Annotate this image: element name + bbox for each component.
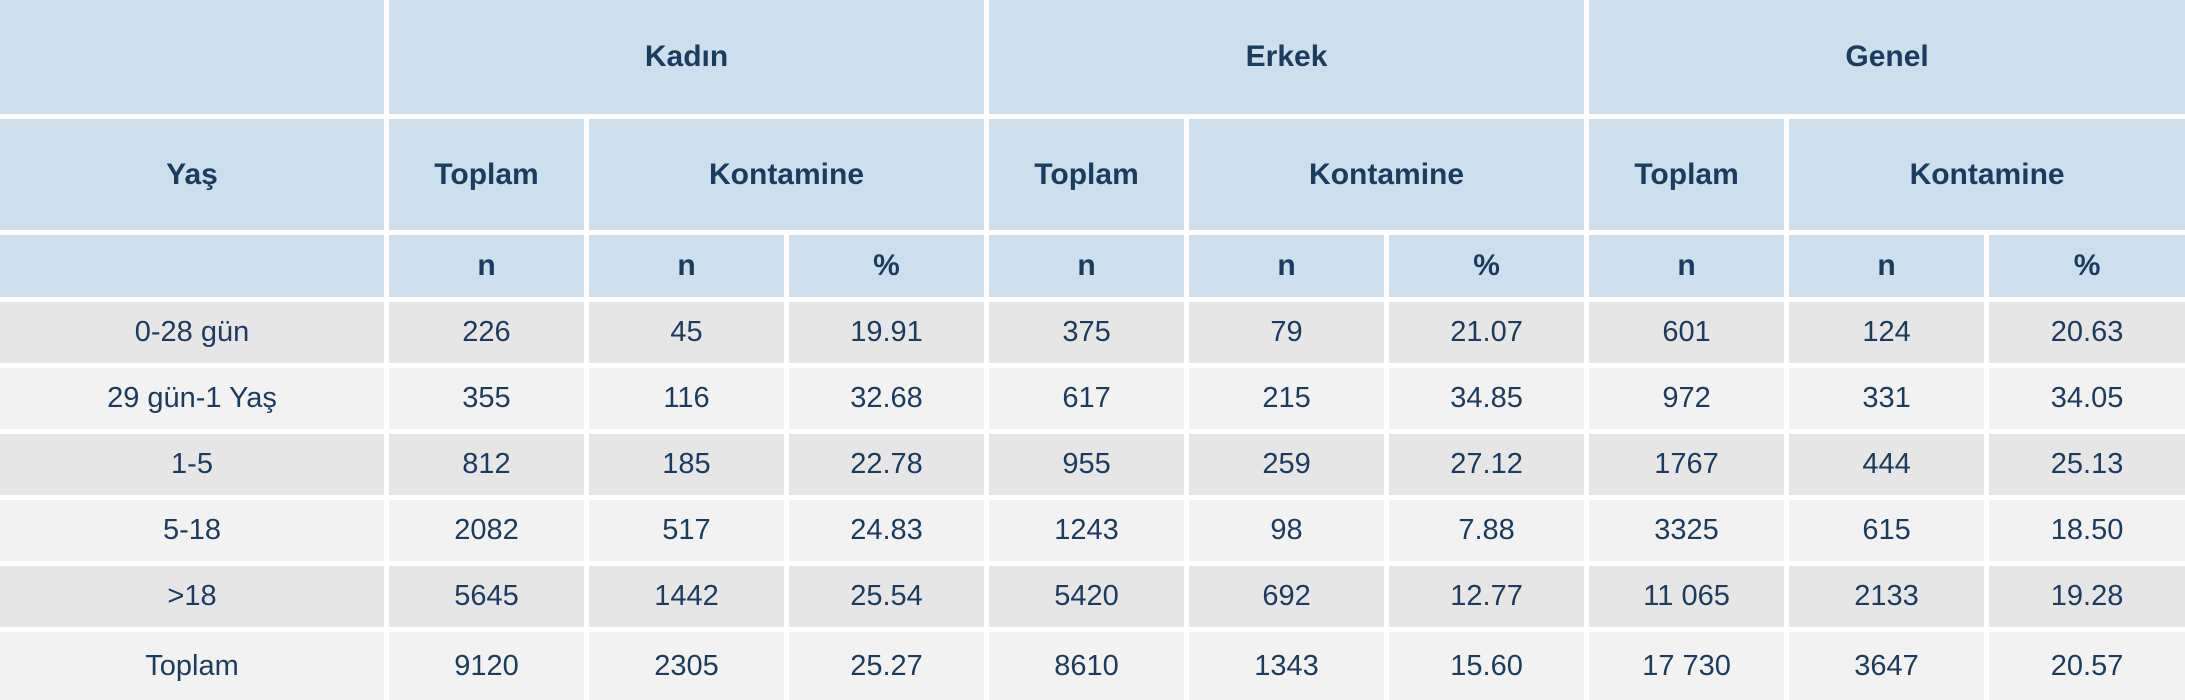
data-cell: 1442 bbox=[584, 561, 784, 627]
column-header-row: Yaş Toplam Kontamine Toplam Kontamine To… bbox=[0, 114, 2185, 230]
age-row-label: 1-5 bbox=[0, 429, 384, 495]
data-cell: 12.77 bbox=[1384, 561, 1585, 627]
age-row-label: Toplam bbox=[0, 627, 384, 700]
table-row-0-28-gun: 0-28 gün 226 45 19.91 375 79 21.07 601 1… bbox=[0, 297, 2185, 363]
unit-header-n-kontamine-kadin: n bbox=[584, 230, 784, 297]
data-cell: 79 bbox=[1184, 297, 1385, 363]
data-cell: 45 bbox=[584, 297, 784, 363]
data-cell: 34.05 bbox=[1984, 363, 2185, 429]
data-cell: 8610 bbox=[984, 627, 1185, 700]
data-cell: 692 bbox=[1184, 561, 1385, 627]
data-cell: 617 bbox=[984, 363, 1185, 429]
table-row-over-18: >18 5645 1442 25.54 5420 692 12.77 11 06… bbox=[0, 561, 2185, 627]
unit-header-pct-kontamine-kadin: % bbox=[784, 230, 985, 297]
col-header-kontamine-genel: Kontamine bbox=[1784, 114, 2185, 230]
col-header-kontamine-kadin: Kontamine bbox=[584, 114, 985, 230]
data-cell: 215 bbox=[1184, 363, 1385, 429]
group-header-genel: Genel bbox=[1584, 0, 2185, 114]
table-row-toplam: Toplam 9120 2305 25.27 8610 1343 15.60 1… bbox=[0, 627, 2185, 700]
data-cell: 812 bbox=[384, 429, 584, 495]
data-cell: 2133 bbox=[1784, 561, 1985, 627]
age-row-label: >18 bbox=[0, 561, 384, 627]
unit-header-pct-kontamine-erkek: % bbox=[1384, 230, 1585, 297]
unit-header-row: n n % n n % n n % bbox=[0, 230, 2185, 297]
data-cell: 601 bbox=[1584, 297, 1785, 363]
unit-corner-empty-cell bbox=[0, 230, 384, 297]
data-cell: 1243 bbox=[984, 495, 1185, 561]
data-cell: 3325 bbox=[1584, 495, 1785, 561]
data-cell: 19.91 bbox=[784, 297, 985, 363]
data-cell: 3647 bbox=[1784, 627, 1985, 700]
data-cell: 20.63 bbox=[1984, 297, 2185, 363]
data-cell: 11 065 bbox=[1584, 561, 1785, 627]
data-cell: 972 bbox=[1584, 363, 1785, 429]
data-cell: 24.83 bbox=[784, 495, 985, 561]
data-cell: 955 bbox=[984, 429, 1185, 495]
data-cell: 5645 bbox=[384, 561, 584, 627]
data-cell: 25.27 bbox=[784, 627, 985, 700]
data-cell: 116 bbox=[584, 363, 784, 429]
data-cell: 375 bbox=[984, 297, 1185, 363]
unit-header-n-toplam-kadin: n bbox=[384, 230, 584, 297]
age-row-label: 5-18 bbox=[0, 495, 384, 561]
data-cell: 2082 bbox=[384, 495, 584, 561]
col-header-kontamine-erkek: Kontamine bbox=[1184, 114, 1585, 230]
row-header-yas: Yaş bbox=[0, 114, 384, 230]
data-cell: 18.50 bbox=[1984, 495, 2185, 561]
group-header-row: Kadın Erkek Genel bbox=[0, 0, 2185, 114]
age-row-label: 29 gün-1 Yaş bbox=[0, 363, 384, 429]
data-cell: 15.60 bbox=[1384, 627, 1585, 700]
data-cell: 355 bbox=[384, 363, 584, 429]
unit-header-n-kontamine-erkek: n bbox=[1184, 230, 1385, 297]
data-cell: 5420 bbox=[984, 561, 1185, 627]
unit-header-n-kontamine-genel: n bbox=[1784, 230, 1985, 297]
data-cell: 25.54 bbox=[784, 561, 985, 627]
data-cell: 32.68 bbox=[784, 363, 985, 429]
col-header-toplam-genel: Toplam bbox=[1584, 114, 1785, 230]
data-cell: 20.57 bbox=[1984, 627, 2185, 700]
data-cell: 1767 bbox=[1584, 429, 1785, 495]
data-cell: 615 bbox=[1784, 495, 1985, 561]
group-header-erkek: Erkek bbox=[984, 0, 1585, 114]
col-header-toplam-erkek: Toplam bbox=[984, 114, 1185, 230]
data-cell: 517 bbox=[584, 495, 784, 561]
data-cell: 98 bbox=[1184, 495, 1385, 561]
corner-empty-cell bbox=[0, 0, 384, 114]
data-cell: 259 bbox=[1184, 429, 1385, 495]
unit-header-n-toplam-erkek: n bbox=[984, 230, 1185, 297]
data-cell: 226 bbox=[384, 297, 584, 363]
data-cell: 331 bbox=[1784, 363, 1985, 429]
table-row-1-5: 1-5 812 185 22.78 955 259 27.12 1767 444… bbox=[0, 429, 2185, 495]
data-cell: 27.12 bbox=[1384, 429, 1585, 495]
data-cell: 2305 bbox=[584, 627, 784, 700]
data-cell: 22.78 bbox=[784, 429, 985, 495]
col-header-toplam-kadin: Toplam bbox=[384, 114, 584, 230]
data-cell: 19.28 bbox=[1984, 561, 2185, 627]
data-cell: 25.13 bbox=[1984, 429, 2185, 495]
data-cell: 9120 bbox=[384, 627, 584, 700]
data-cell: 1343 bbox=[1184, 627, 1385, 700]
data-cell: 444 bbox=[1784, 429, 1985, 495]
data-cell: 124 bbox=[1784, 297, 1985, 363]
unit-header-n-toplam-genel: n bbox=[1584, 230, 1785, 297]
data-cell: 21.07 bbox=[1384, 297, 1585, 363]
group-header-kadin: Kadın bbox=[384, 0, 985, 114]
data-cell: 185 bbox=[584, 429, 784, 495]
data-cell: 17 730 bbox=[1584, 627, 1785, 700]
table-row-29-gun-1-yas: 29 gün-1 Yaş 355 116 32.68 617 215 34.85… bbox=[0, 363, 2185, 429]
age-row-label: 0-28 gün bbox=[0, 297, 384, 363]
table-row-5-18: 5-18 2082 517 24.83 1243 98 7.88 3325 61… bbox=[0, 495, 2185, 561]
unit-header-pct-kontamine-genel: % bbox=[1984, 230, 2185, 297]
data-cell: 34.85 bbox=[1384, 363, 1585, 429]
data-cell: 7.88 bbox=[1384, 495, 1585, 561]
